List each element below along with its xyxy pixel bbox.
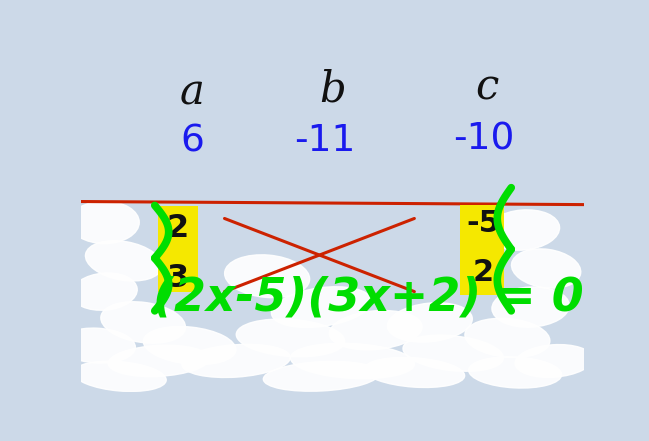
FancyBboxPatch shape bbox=[460, 205, 504, 295]
Ellipse shape bbox=[364, 358, 465, 388]
Text: -10: -10 bbox=[452, 121, 514, 157]
Ellipse shape bbox=[182, 344, 290, 377]
Ellipse shape bbox=[73, 361, 166, 392]
Ellipse shape bbox=[403, 335, 503, 371]
Ellipse shape bbox=[492, 287, 569, 327]
Ellipse shape bbox=[387, 303, 472, 342]
Ellipse shape bbox=[69, 201, 140, 243]
Ellipse shape bbox=[271, 287, 371, 327]
Text: 3: 3 bbox=[167, 263, 189, 294]
Text: a: a bbox=[180, 72, 204, 114]
FancyBboxPatch shape bbox=[158, 206, 198, 292]
Ellipse shape bbox=[108, 345, 209, 377]
Text: 2: 2 bbox=[472, 258, 494, 287]
Ellipse shape bbox=[511, 249, 581, 288]
Ellipse shape bbox=[263, 362, 380, 391]
Ellipse shape bbox=[515, 344, 593, 377]
Ellipse shape bbox=[71, 273, 137, 310]
Ellipse shape bbox=[86, 241, 162, 281]
Ellipse shape bbox=[58, 328, 136, 363]
Text: 6: 6 bbox=[180, 123, 204, 160]
Ellipse shape bbox=[486, 210, 559, 250]
Ellipse shape bbox=[101, 302, 186, 343]
Ellipse shape bbox=[225, 255, 310, 298]
Text: -5: -5 bbox=[467, 209, 500, 238]
Ellipse shape bbox=[469, 357, 561, 388]
Ellipse shape bbox=[291, 344, 414, 378]
Ellipse shape bbox=[329, 310, 422, 350]
Text: b: b bbox=[319, 69, 345, 111]
Text: 2: 2 bbox=[167, 213, 189, 244]
Text: c: c bbox=[476, 67, 499, 108]
Ellipse shape bbox=[465, 318, 550, 357]
Ellipse shape bbox=[143, 326, 236, 365]
Text: -11: -11 bbox=[295, 123, 356, 160]
Ellipse shape bbox=[236, 319, 345, 357]
Text: (2x-5)(3x+2) = 0: (2x-5)(3x+2) = 0 bbox=[153, 275, 583, 320]
